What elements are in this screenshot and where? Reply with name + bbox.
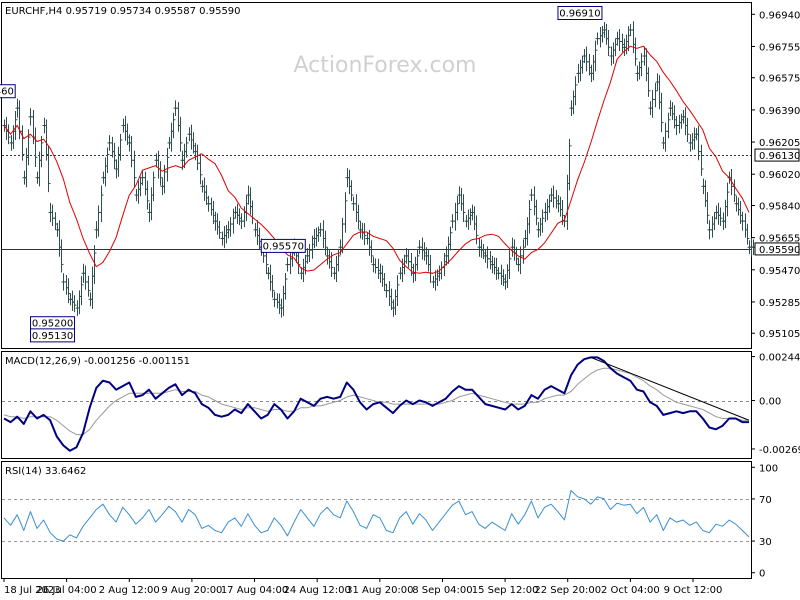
time-tick-label: 26 Jul 04:00 (37, 585, 97, 596)
price-tick-label: 0.96390 (759, 106, 800, 117)
time-tick-label: 2 Aug 12:00 (99, 585, 160, 596)
annotation-label: 0.95570 (263, 241, 304, 252)
level-tag-label: 0.96130 (759, 151, 800, 162)
price-levels (2, 155, 751, 250)
macd-line (3, 356, 749, 452)
rsi-tick-label: 100 (759, 463, 778, 474)
price-bars (2, 21, 756, 318)
rsi-title: RSI(14) 33.6462 (5, 466, 86, 477)
price-tick-label: 0.96575 (759, 74, 800, 85)
macd-tick-label: 0.00 (759, 397, 781, 408)
rsi-tick-label: 0 (759, 569, 765, 580)
time-tick-label: 22 Sep 20:00 (534, 585, 601, 596)
price-tick-label: 0.95470 (759, 266, 800, 277)
level-tag-label: 0.95590 (759, 245, 800, 256)
macd-panel (1, 351, 752, 459)
annotation-label: 0.95130 (32, 331, 73, 342)
price-tick-label: 0.96020 (759, 170, 800, 181)
price-axis: 0.96940 0.96755 0.96575 0.96390 0.96205 0.960… (751, 10, 800, 340)
time-tick-label: 18 Jul 2023 (4, 585, 61, 596)
time-tick-label: 17 Aug 04:00 (221, 585, 288, 596)
price-tick-label: 0.95655 (759, 234, 800, 245)
price-tick-label: 0.96205 (759, 138, 800, 149)
time-tick-label: 15 Sep 12:00 (472, 585, 539, 596)
annotation-box (557, 6, 603, 21)
annotation-box (0, 84, 16, 99)
macd-signal-line (3, 367, 749, 436)
macd-tick-label: -0.002696 (759, 445, 800, 456)
rsi-line (3, 490, 750, 542)
macd-title: MACD(12,26,9) -0.001256 -0.001151 (5, 356, 190, 367)
price-title: EURCHF,H4 0.95719 0.95734 0.95587 0.9559… (5, 6, 241, 17)
time-tick-label: 8 Sep 04:00 (412, 585, 472, 596)
rsi-panel (1, 461, 752, 579)
rsi-tick-label: 70 (759, 495, 772, 506)
time-tick-label: 9 Aug 20:00 (161, 585, 222, 596)
price-annotations: 0.95200 0.96460 0.95130 0.96910 0.95570 (0, 6, 603, 343)
level-tag (754, 148, 800, 162)
time-tick-label: 24 Aug 12:00 (283, 585, 350, 596)
macd-tick-label: 0.002446 (759, 353, 800, 364)
time-tick-label: 2 Oct 04:00 (601, 585, 660, 596)
annotation-label: 0.95200 (32, 319, 73, 330)
rsi-axis: 100 70 30 0 (751, 463, 778, 580)
price-tick-label: 0.95285 (759, 298, 800, 309)
price-tick-label: 0.96755 (759, 42, 800, 53)
macd-plot (2, 356, 751, 452)
price-tick-label: 0.95105 (759, 329, 800, 340)
level-tag (754, 242, 800, 256)
annotation-box (30, 328, 76, 343)
macd-trendline (590, 356, 750, 421)
rsi-tick-label: 30 (759, 537, 772, 548)
annotation-label: 0.96460 (0, 87, 14, 98)
moving-average (3, 45, 750, 274)
price-tick-label: 0.96940 (759, 10, 800, 21)
time-tick-label: 9 Oct 12:00 (664, 585, 723, 596)
time-tick-label: 31 Aug 20:00 (346, 585, 413, 596)
price-tick-label: 0.95840 (759, 201, 800, 212)
annotation-label: 0.96910 (559, 9, 600, 20)
price-panel (1, 2, 752, 349)
watermark: ActionForex.com (294, 53, 477, 78)
rsi-plot (2, 490, 751, 542)
ma-line (3, 45, 750, 274)
annotation-box (260, 238, 306, 253)
macd-axis: 0.002446 0.00 -0.002696 (751, 353, 800, 456)
